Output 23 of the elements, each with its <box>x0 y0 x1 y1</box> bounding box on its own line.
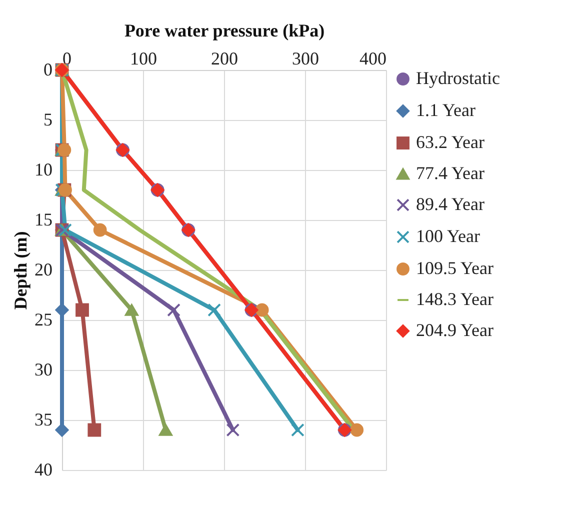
y-tick-label: 35 <box>34 410 52 430</box>
x-axis-title: Pore water pressure (kPa) <box>124 20 325 40</box>
x-tick-label: 100 <box>130 48 157 68</box>
x-tick-label: 400 <box>360 48 386 68</box>
legend-label: 63.2 Year <box>416 132 485 152</box>
y-tick-label: 5 <box>44 110 52 130</box>
x-tick-label: 200 <box>211 48 238 68</box>
legend-label: 77.4 Year <box>416 163 485 183</box>
legend-label: 204.9 Year <box>416 320 494 340</box>
y-tick-label: 25 <box>34 310 52 330</box>
y-tick-label: 20 <box>34 260 52 280</box>
legend-label: 109.5 Year <box>416 258 494 278</box>
y-axis-title: Depth (m) <box>10 231 30 310</box>
y-tick-label: 15 <box>34 210 52 230</box>
legend-label: 89.4 Year <box>416 194 485 214</box>
legend-label: Hydrostatic <box>416 68 500 88</box>
y-tick-label: 30 <box>34 360 52 380</box>
y-tick-label: 40 <box>34 460 52 480</box>
legend-label: 100 Year <box>416 226 480 246</box>
legend-label: 1.1 Year <box>416 100 476 120</box>
legend-label: 148.3 Year <box>416 289 494 309</box>
y-tick-label: 10 <box>34 160 52 180</box>
x-tick-label: 300 <box>292 48 319 68</box>
